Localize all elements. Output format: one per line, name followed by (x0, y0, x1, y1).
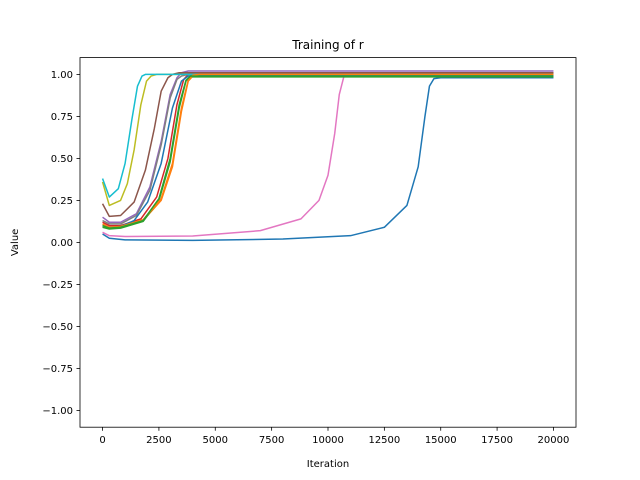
y-tick-label: 1.00 (51, 70, 73, 81)
series-line-1 (102, 77, 554, 242)
x-tick-label: 10000 (312, 435, 344, 446)
x-axis-label: Iteration (307, 459, 349, 470)
series-line-8 (102, 73, 554, 225)
x-axis: 0 2500 5000 7500 10000 12500 15000 17500 20000 (99, 427, 569, 446)
x-tick-label: 0 (99, 435, 105, 446)
series-line-13 (102, 75, 554, 229)
y-tick-label: −0.25 (42, 280, 73, 291)
x-tick-label: 2500 (146, 435, 171, 446)
y-axis-label: Value (10, 229, 21, 256)
y-tick-label: −0.50 (42, 322, 73, 333)
series-line-9 (101, 73, 554, 207)
series-line-4 (102, 76, 554, 230)
y-tick-label: 0.00 (51, 238, 73, 249)
y-tick-label: −1.00 (42, 406, 73, 417)
series-line-12 (102, 73, 554, 229)
series-line-10 (101, 73, 554, 198)
y-tick-label: −0.75 (42, 364, 73, 375)
x-tick-label: 5000 (203, 435, 228, 446)
x-tick-label: 20000 (538, 435, 570, 446)
plot-area (101, 70, 554, 242)
x-tick-label: 15000 (425, 435, 457, 446)
x-tick-label: 17500 (481, 435, 513, 446)
y-tick-label: 0.25 (51, 196, 73, 207)
y-tick-label: 0.50 (51, 154, 73, 165)
y-tick-label: 0.75 (51, 112, 73, 123)
y-axis: 1.00 0.75 0.50 0.25 0.00 −0.25 −0.50 −0.75 −1.00 (42, 70, 80, 417)
x-tick-label: 12500 (368, 435, 400, 446)
chart-title: Training of r (291, 38, 364, 52)
x-tick-label: 7500 (259, 435, 284, 446)
